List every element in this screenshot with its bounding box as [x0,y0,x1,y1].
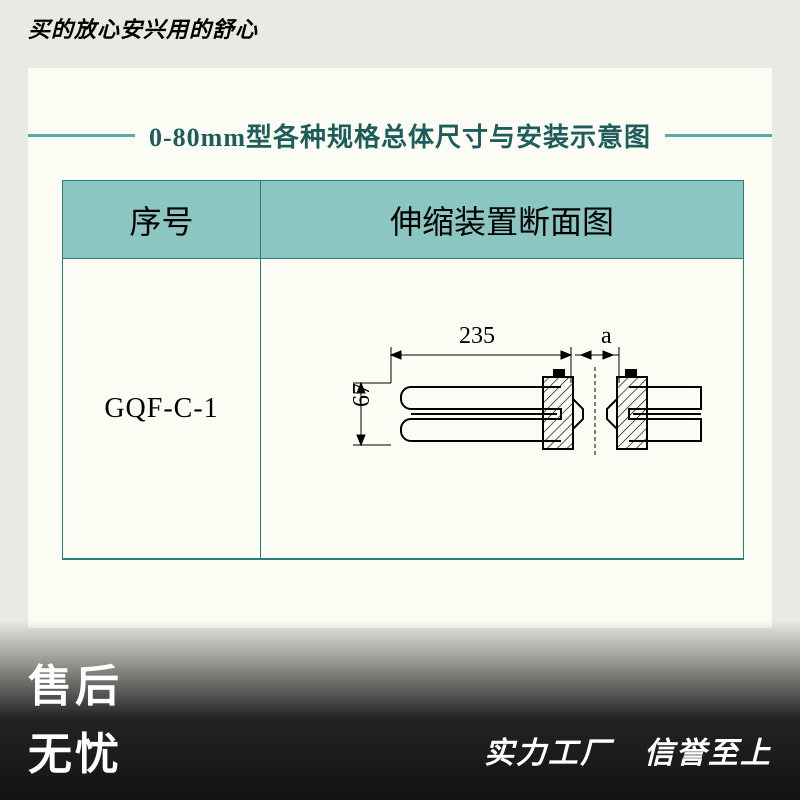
header-serial: 序号 [63,181,261,259]
title-row: 0-80mm型各种规格总体尺寸与安装示意图 [28,112,772,158]
header-label: 序号 [129,197,193,243]
spec-sheet: 上元公司 上元公司 上元公司 0-80mm型各种规格总体尺寸与安装示意图 序号 … [28,68,772,628]
table-header-row: 序号 伸缩装置断面图 [63,181,743,259]
slogan-right: 实力工厂 信誉至上 [484,728,772,772]
header-diagram: 伸缩装置断面图 [261,181,743,259]
section-svg [261,259,745,559]
cross-section-diagram: 235 a 67 [261,259,743,558]
slogan-left: 售后 无忧 [28,650,122,782]
top-tagline: 买的放心安兴用的舒心 [28,12,258,44]
serial-cell: GQF-C-1 [63,259,261,559]
title-rule [28,134,135,137]
spec-table: 序号 伸缩装置断面图 GQF-C-1 235 a 67 [62,180,744,560]
slogan-left-line2: 无忧 [28,718,122,782]
header-label: 伸缩装置断面图 [390,197,614,243]
table-row: GQF-C-1 235 a 67 [63,259,743,559]
diagram-cell: 235 a 67 [261,259,743,559]
title-rule [665,134,772,137]
serial-value: GQF-C-1 [104,393,218,425]
sheet-title: 0-80mm型各种规格总体尺寸与安装示意图 [135,117,665,154]
slogan-left-line1: 售后 [28,650,122,714]
